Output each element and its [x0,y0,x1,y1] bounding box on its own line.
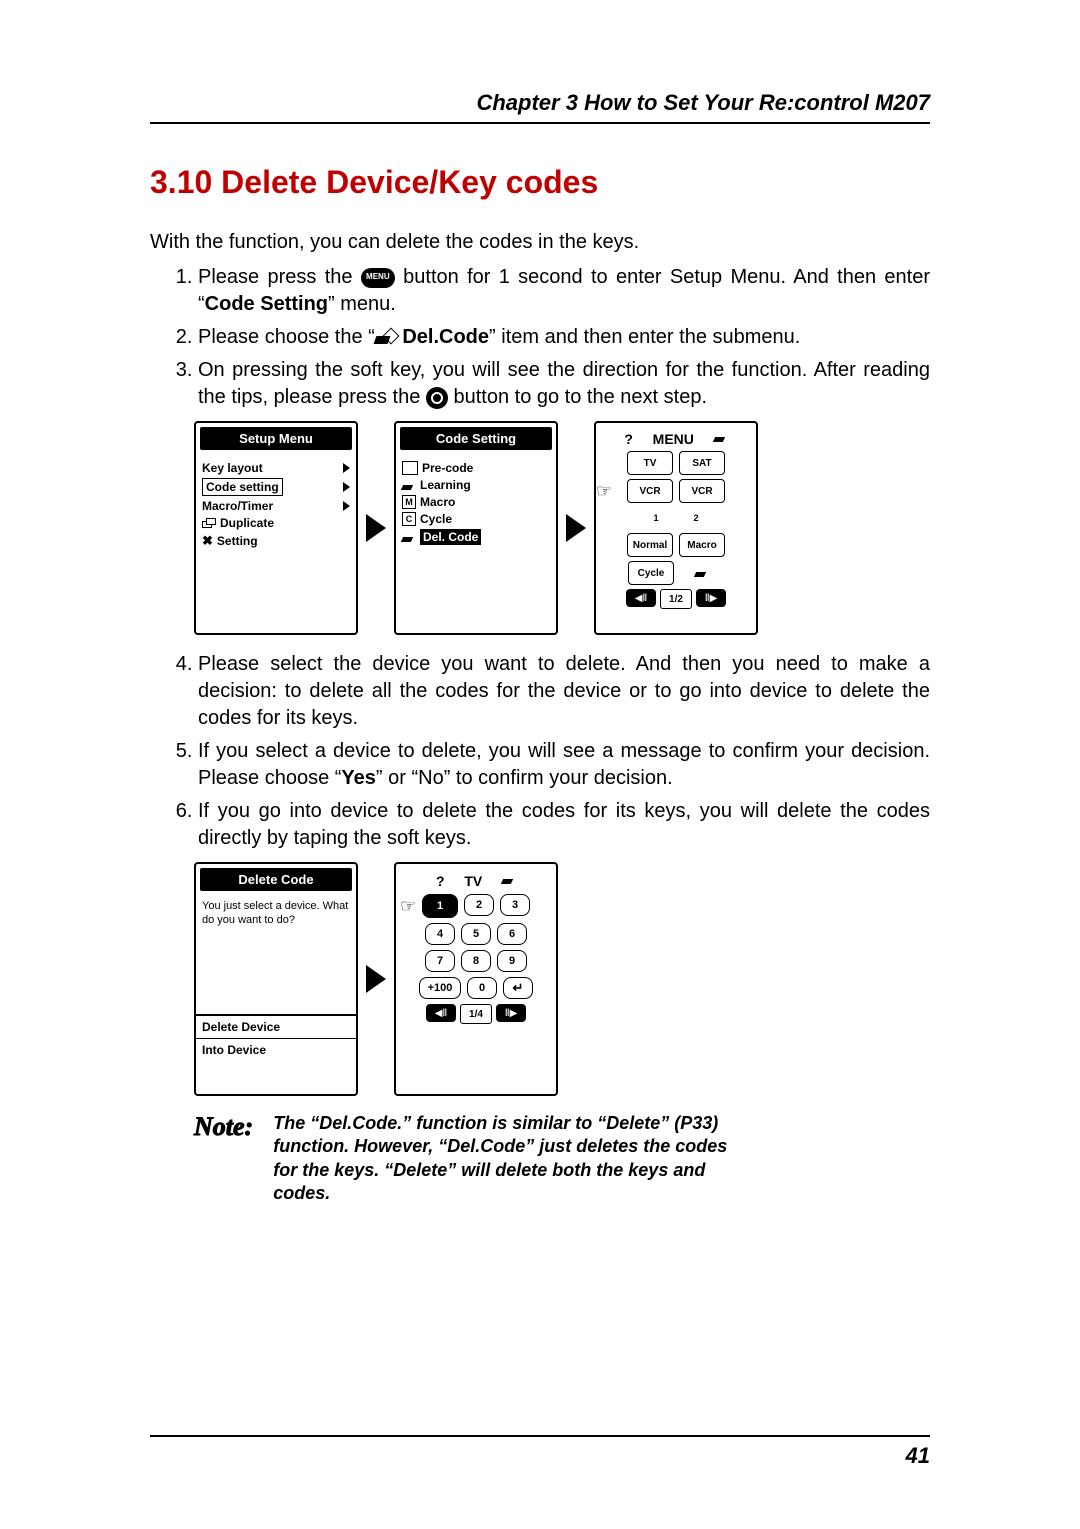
screen2-item: Pre-code [402,461,550,475]
step-1: Please press the MENU button for 1 secon… [198,264,930,318]
nav-page: 1/2 [660,589,692,609]
screen4-option: Delete Device [196,1015,356,1038]
screen5-header: TV [464,873,482,889]
arrow-icon [566,514,586,542]
step-5: If you select a device to delete, you wi… [198,738,930,792]
screen1-title: Setup Menu [200,427,352,450]
nav-page: 1/4 [460,1004,492,1024]
menu-button-icon: MENU [361,268,395,288]
grid-cell [680,561,724,583]
keypad-key: 2 [464,894,494,916]
arrow-icon [366,514,386,542]
screen-setup-menu: Setup Menu Key layout Code setting Macro… [194,421,358,635]
keypad-key: 1 [422,894,458,918]
screen1-item: Duplicate [202,516,350,530]
step-2-text-b: ” item and then enter the submenu. [489,326,800,348]
note-label: Note: [194,1112,253,1206]
grid-cell: SAT [679,451,725,475]
step-2-text-a: Please choose the “ [198,326,375,348]
page-number: 41 [906,1443,930,1468]
duplicate-icon [202,518,216,528]
screen1-item: Key layout [202,461,350,475]
keypad-key-enter: ↵ [503,977,533,999]
step-3-text-b: button to go to the next step. [453,386,707,408]
target-button-icon [426,387,448,409]
macro-icon: M [402,495,416,509]
nav-prev-icon: ◀Ⅱ [426,1004,456,1022]
keypad-key: +100 [419,977,461,999]
grid-cell: VCR [627,479,673,503]
screens-row-2: Delete Code You just select a device. Wh… [194,862,930,1096]
screen-keypad: ? TV ☜ 123 456 789 +100 0 ↵ ◀Ⅱ 1/4 Ⅱ▶ [394,862,558,1096]
keypad-key: 3 [500,894,530,916]
screens-row-1: Setup Menu Key layout Code setting Macro… [194,421,930,635]
keypad-key: 9 [497,950,527,972]
arrow-icon [366,965,386,993]
step-1-text-a: Please press the [198,266,361,288]
screen3-menu: MENU [653,431,694,447]
step-6: If you go into device to delete the code… [198,798,930,852]
keypad-key: 8 [461,950,491,972]
grid-cell: Macro [679,533,725,557]
screen1-item: Macro/Timer [202,499,350,513]
grid-cell: 2 [679,507,713,529]
section-title: 3.10 Delete Device/Key codes [150,164,930,201]
screen2-title: Code Setting [400,427,552,450]
step-1-bold: Code Setting [205,293,328,315]
chapter-header: Chapter 3 How to Set Your Re:control M20… [150,90,930,124]
eraser-icon [502,873,516,885]
step-2: Please choose the “ Del.Code” item and t… [198,324,930,351]
screen2-item: MMacro [402,495,550,509]
grid-cell: Cycle [628,561,674,585]
screen4-option: Into Device [196,1038,356,1061]
keypad-key: 0 [467,977,497,999]
step-3: On pressing the soft key, you will see t… [198,357,930,411]
pointer-icon: ☜ [596,481,612,502]
screen2-item: Learning [402,478,550,492]
keypad-key: 6 [497,923,527,945]
screen1-item: ✖Setting [202,533,350,549]
screen-device-grid: ? MENU TVSAT ☜ VCRVCR 12 NormalMacro Cyc… [594,421,758,635]
step-2-bold: Del.Code [402,326,489,348]
keypad-key: 5 [461,923,491,945]
nav-next-icon: Ⅱ▶ [696,589,726,607]
precode-icon [402,461,418,475]
screen-delete-code: Delete Code You just select a device. Wh… [194,862,358,1096]
pointer-icon: ☜ [400,896,416,917]
screen1-item: Code setting [202,478,350,496]
help-icon: ? [624,431,633,447]
note-block: Note: The “Del.Code.” function is simila… [194,1112,930,1206]
eraser-icon [714,431,728,443]
screen2-item: CCycle [402,512,550,526]
grid-cell: 1 [639,507,673,529]
step-4: Please select the device you want to del… [198,651,930,732]
keypad-key: 4 [425,923,455,945]
screen4-title: Delete Code [200,868,352,891]
keypad-key: 7 [425,950,455,972]
grid-cell: VCR [679,479,725,503]
nav-prev-icon: ◀Ⅱ [626,589,656,607]
settings-icon: ✖ [202,533,213,549]
help-icon: ? [436,873,445,889]
step-5-text-b: ” or “No” to confirm your decision. [376,767,673,789]
note-text: The “Del.Code.” function is similar to “… [273,1112,753,1206]
eraser-icon [695,566,709,578]
delcode-icon [402,531,416,543]
page-footer: 41 [150,1435,930,1469]
eraser-icon [375,330,397,346]
screen4-message: You just select a device. What do you wa… [202,899,350,928]
screen2-item: Del. Code [402,529,550,545]
step-1-text-c: ” menu. [328,293,396,315]
intro-text: With the function, you can delete the co… [150,229,930,256]
grid-cell: Normal [627,533,673,557]
cycle-icon: C [402,512,416,526]
grid-cell: TV [627,451,673,475]
step-5-bold: Yes [341,767,375,789]
screen-code-setting: Code Setting Pre-code Learning MMacro CC… [394,421,558,635]
nav-next-icon: Ⅱ▶ [496,1004,526,1022]
learning-icon [402,479,416,491]
